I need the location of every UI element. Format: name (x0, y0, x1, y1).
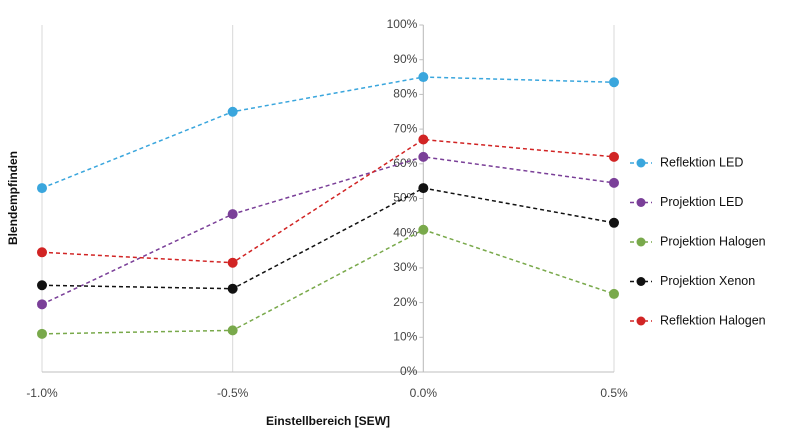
point (227, 106, 238, 117)
legend-marker (636, 158, 646, 168)
x-tick-label: 0.5% (600, 386, 628, 400)
y-tick-label: 0% (400, 364, 418, 378)
legend-label: Projektion Halogen (660, 234, 766, 248)
point (37, 247, 47, 258)
point (37, 328, 47, 339)
y-axis-title: Blendempfinden (6, 151, 20, 245)
legend-marker (636, 277, 646, 286)
legend-marker (636, 316, 646, 326)
y-tick-label: 70% (393, 121, 417, 135)
y-tick-label: 90% (393, 52, 417, 66)
y-tick-label: 60% (393, 156, 417, 170)
series-line (41, 76, 615, 189)
x-axis-title: Einstellbereich [SEW] (266, 414, 390, 428)
series-line (41, 138, 615, 264)
y-tick-label: 100% (387, 17, 418, 31)
point (37, 299, 47, 310)
point (37, 183, 47, 194)
point (227, 325, 238, 336)
point (609, 217, 619, 228)
x-tick-label: 0.0% (410, 386, 438, 400)
legend-label: Projektion LED (660, 195, 743, 209)
series-line (41, 187, 615, 290)
y-tick-label: 30% (393, 260, 417, 274)
point (418, 151, 429, 162)
y-tick-label: 40% (393, 225, 417, 239)
point (609, 288, 619, 299)
point (609, 151, 619, 162)
point (418, 224, 429, 235)
legend-label: Reflektion LED (660, 155, 743, 169)
series-line (41, 156, 615, 306)
y-tick-label: 80% (393, 87, 417, 101)
x-tick-label: -1.0% (26, 386, 58, 400)
legend-marker (636, 237, 646, 247)
point (418, 72, 429, 83)
point (227, 283, 238, 294)
y-tick-label: 20% (393, 295, 417, 309)
legend-label: Reflektion Halogen (660, 313, 766, 327)
point (227, 209, 238, 220)
legend-marker (636, 198, 646, 207)
x-tick-label: -0.5% (217, 386, 249, 400)
point (418, 183, 429, 194)
point (227, 257, 238, 268)
series-line (41, 228, 615, 335)
point (418, 134, 429, 145)
legend-label: Projektion Xenon (660, 274, 755, 288)
y-tick-label: 10% (393, 329, 417, 343)
point (609, 177, 619, 188)
point (609, 77, 619, 88)
point (37, 280, 47, 291)
